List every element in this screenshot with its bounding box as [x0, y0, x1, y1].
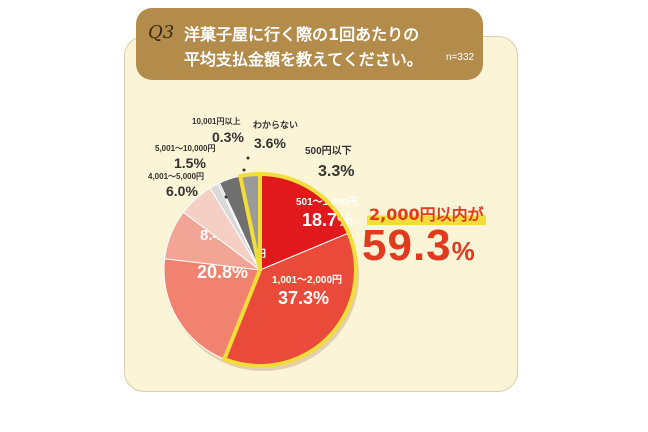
slice-value-5: 1.5%: [174, 155, 206, 171]
slice-label-5: 5,001～10,000円: [155, 144, 216, 153]
question-header: Q3 洋菓子屋に行く際の1回あたりの 平均支払金額を教えてください。 n=332: [136, 8, 483, 80]
slice-label-1: 1,001～2,000円: [272, 274, 342, 286]
slice-label-7: わからない: [253, 120, 298, 130]
callout-value: 59.3%: [362, 221, 476, 271]
leader-dot: [224, 195, 228, 199]
slice-value-6: 0.3%: [212, 129, 244, 145]
question-title-line2: 平均支払金額を教えてください。: [184, 50, 423, 69]
pie-slice-2: [163, 258, 261, 360]
sample-size: n=332: [446, 52, 475, 63]
slice-label-4: 4,001～5,000円: [148, 172, 204, 181]
slice-value-4: 6.0%: [166, 183, 198, 199]
leader-dot: [246, 156, 250, 160]
callout-number: 59.3: [362, 221, 452, 270]
slice-value-7: 3.6%: [254, 135, 286, 151]
highlight-outline-main: [222, 172, 358, 368]
question-title-line1: 洋菓子屋に行く際の1回あたりの: [184, 25, 420, 44]
callout-unit: %: [451, 236, 476, 266]
question-number: Q3: [148, 22, 175, 43]
callout-title: 2,000円以内が: [367, 201, 486, 225]
slice-label-6: 10,001円以上: [192, 116, 240, 126]
leader-dot: [242, 168, 246, 172]
highlight-outline-500: [238, 172, 262, 272]
slice-value-8: 3.3%: [318, 163, 354, 180]
slice-label-8: 500円以下: [305, 145, 352, 157]
slice-value-1: 37.3%: [278, 288, 329, 308]
